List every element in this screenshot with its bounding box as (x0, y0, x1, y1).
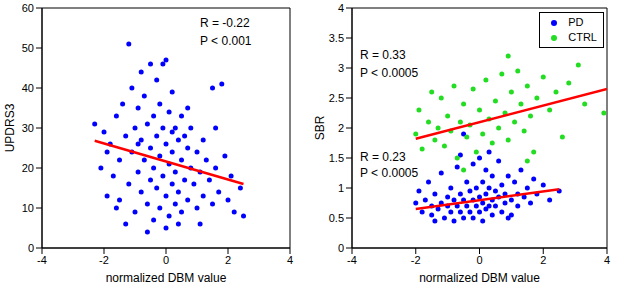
svg-text:4: 4 (604, 254, 609, 266)
svg-text:SBR: SBR (313, 115, 327, 140)
svg-text:UPDRS3: UPDRS3 (8, 103, 17, 152)
svg-text:normalized DBM value: normalized DBM value (419, 271, 540, 285)
svg-text:2.5: 2.5 (329, 92, 344, 104)
svg-text:0: 0 (28, 242, 34, 254)
svg-text:2: 2 (225, 254, 231, 266)
svg-text:-2: -2 (99, 254, 109, 266)
svg-text:50: 50 (22, 42, 34, 54)
svg-text:3: 3 (338, 62, 344, 74)
svg-text:2: 2 (338, 122, 344, 134)
svg-text:30: 30 (22, 122, 34, 134)
svg-text:-2: -2 (411, 254, 421, 266)
html-text:R = -0.22: R = -0.22 (200, 16, 250, 30)
svg-text:1.5: 1.5 (329, 152, 344, 164)
svg-text:1: 1 (338, 182, 344, 194)
html-text:P < 0.0005: P < 0.0005 (360, 166, 419, 180)
svg-text:-4: -4 (347, 254, 357, 266)
svg-text:0.5: 0.5 (329, 212, 344, 224)
svg-text:0: 0 (476, 254, 482, 266)
html-text:CTRL: CTRL (568, 31, 597, 43)
html-text:R = 0.33: R = 0.33 (360, 48, 406, 62)
svg-text:10: 10 (22, 202, 34, 214)
svg-text:2: 2 (540, 254, 546, 266)
html-text:P < 0.0005: P < 0.0005 (360, 66, 419, 80)
svg-text:0: 0 (338, 242, 344, 254)
html-text:P < 0.001: P < 0.001 (200, 34, 252, 48)
svg-text:60: 60 (22, 2, 34, 14)
svg-text:-4: -4 (37, 254, 47, 266)
svg-text:0: 0 (163, 254, 169, 266)
svg-text:3.5: 3.5 (329, 32, 344, 44)
svg-text:normalized DBM value: normalized DBM value (106, 271, 227, 285)
svg-text:40: 40 (22, 82, 34, 94)
html-text:PD: PD (568, 16, 584, 28)
svg-text:4: 4 (287, 254, 293, 266)
svg-text:4: 4 (338, 2, 344, 14)
html-text:R = 0.23: R = 0.23 (360, 150, 406, 164)
svg-text:20: 20 (22, 162, 34, 174)
